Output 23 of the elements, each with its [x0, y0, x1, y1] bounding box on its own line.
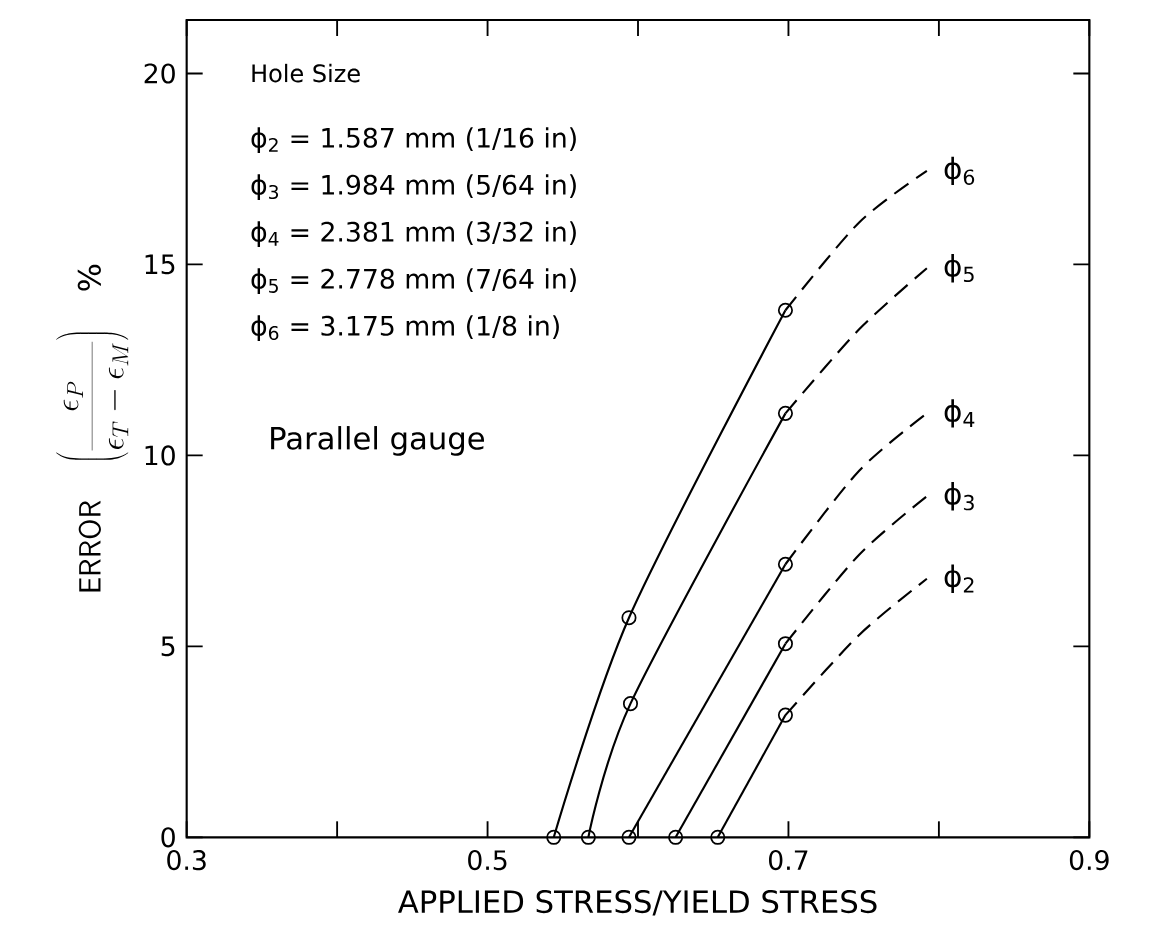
- series-label: ϕ$_{3}$: [944, 482, 974, 511]
- y-tick-label: 20: [144, 63, 175, 84]
- annotation: ϕ$_{6}$ = 3.175 mm (1/8 in): [251, 315, 559, 342]
- annotation: ϕ$_{2}$ = 1.587 mm (1/16 in): [251, 127, 576, 154]
- series-label: ϕ$_{2}$: [944, 564, 974, 593]
- annotation: ϕ$_{4}$ = 2.381 mm (3/32 in): [251, 221, 576, 248]
- y-tick-label: 5: [161, 636, 175, 657]
- series-label: ϕ$_{5}$: [944, 254, 974, 283]
- x-tick-label: 0.5: [468, 850, 507, 871]
- x-tick-label: 0.3: [167, 850, 206, 871]
- annotation: ϕ$_{3}$ = 1.984 mm (5/64 in): [251, 174, 576, 201]
- series-label: ϕ$_{6}$: [944, 156, 975, 186]
- annotation: ϕ$_{5}$ = 2.778 mm (7/64 in): [251, 268, 576, 295]
- y-axis-title: $\mathsf{ERROR}\quad\left(\frac{\epsilon_{P}}{\epsilon_{T}-\epsilon_{M}}\right)\quad\%$: [56, 264, 129, 592]
- y-tick-label: 10: [145, 445, 175, 466]
- y-tick-label: 15: [145, 254, 175, 275]
- x-axis-title: APPLIED STRESS/YIELD STRESS: [398, 890, 877, 916]
- y-tick-label: 0: [161, 827, 175, 848]
- annotation: Parallel gauge: [271, 426, 484, 456]
- x-tick-label: 0.7: [769, 850, 808, 871]
- annotation: Hole Size: [252, 63, 360, 83]
- x-tick-label: 0.9: [1069, 850, 1109, 871]
- series-label: ϕ$_{4}$: [944, 399, 975, 428]
